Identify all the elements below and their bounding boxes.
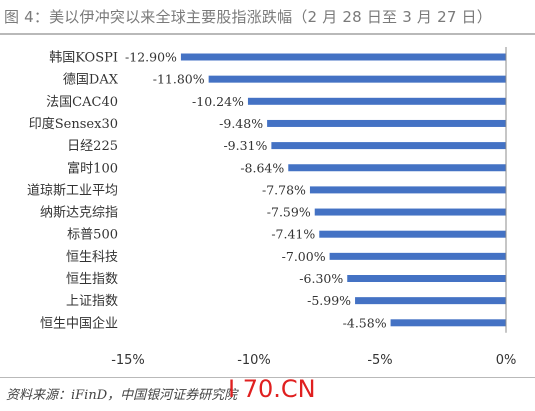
category-label: 印度Sensex30 <box>29 116 118 132</box>
value-label: -8.64% <box>240 160 284 175</box>
category-label: 恒生指数 <box>66 272 118 287</box>
category-label: 德国DAX <box>63 73 119 88</box>
value-label: -7.78% <box>262 182 306 197</box>
x-tick-labels: -15% -10% -5% 0% <box>111 353 516 368</box>
category-label: 韩国KOSPI <box>49 51 118 66</box>
chart: 韩国KOSPI 德国DAX 法国CAC40 印度Sensex30 日经225 富时100 道… <box>27 47 516 368</box>
value-labels: -12.90% -11.80% -10.24% -9.48% -9.31% -8.64% -… <box>125 50 387 331</box>
x-tick-label: -15% <box>111 353 145 368</box>
category-label: 日经225 <box>67 139 118 154</box>
value-label: -7.00% <box>282 249 326 264</box>
bar <box>267 119 506 127</box>
category-label: 道琼斯工业平均 <box>27 183 118 198</box>
category-label: 上证指数 <box>66 294 118 309</box>
category-labels: 韩国KOSPI 德国DAX 法国CAC40 印度Sensex30 日经225 富时100 道… <box>27 51 119 332</box>
value-label: -11.80% <box>153 72 205 87</box>
bar-group <box>180 53 507 327</box>
bar <box>347 275 506 282</box>
value-label: -5.99% <box>307 293 351 308</box>
source-note: 资料来源：iFinD，中国银河证券研究院 <box>6 388 238 403</box>
bar <box>355 297 506 305</box>
category-label: 恒生中国企业 <box>40 315 118 331</box>
value-label: -10.24% <box>192 94 244 109</box>
source-divider <box>0 377 535 378</box>
title-divider <box>0 33 535 35</box>
value-label: -7.59% <box>267 205 311 220</box>
bar <box>319 230 506 238</box>
value-label: -4.58% <box>343 315 387 330</box>
x-tick-label: 0% <box>496 353 517 368</box>
x-tick-label: -10% <box>237 353 271 368</box>
bar <box>180 53 507 61</box>
value-label: -9.31% <box>223 138 267 153</box>
value-label: -9.48% <box>219 116 263 131</box>
category-label: 富时100 <box>67 160 118 176</box>
category-label: 恒生科技 <box>66 250 118 265</box>
x-tick-label: -5% <box>367 353 392 368</box>
value-label: -6.30% <box>299 271 343 286</box>
bar <box>390 319 506 327</box>
category-label: 法国CAC40 <box>46 95 118 110</box>
bar <box>271 142 506 150</box>
bar <box>247 97 506 105</box>
bar <box>208 75 506 83</box>
bar <box>288 164 506 172</box>
bar <box>309 186 506 194</box>
bar <box>314 208 506 216</box>
value-label: -7.41% <box>271 227 315 242</box>
bar <box>329 252 506 260</box>
category-label: 纳斯达克综指 <box>40 206 118 221</box>
figure-title: 图 4：美以伊冲突以来全球主要股指涨跌幅（2 月 28 日至 3 月 27 日） <box>4 8 492 26</box>
watermark: I 70.CN <box>228 375 316 403</box>
value-label: -12.90% <box>125 50 177 65</box>
category-label: 标普500 <box>67 228 118 243</box>
